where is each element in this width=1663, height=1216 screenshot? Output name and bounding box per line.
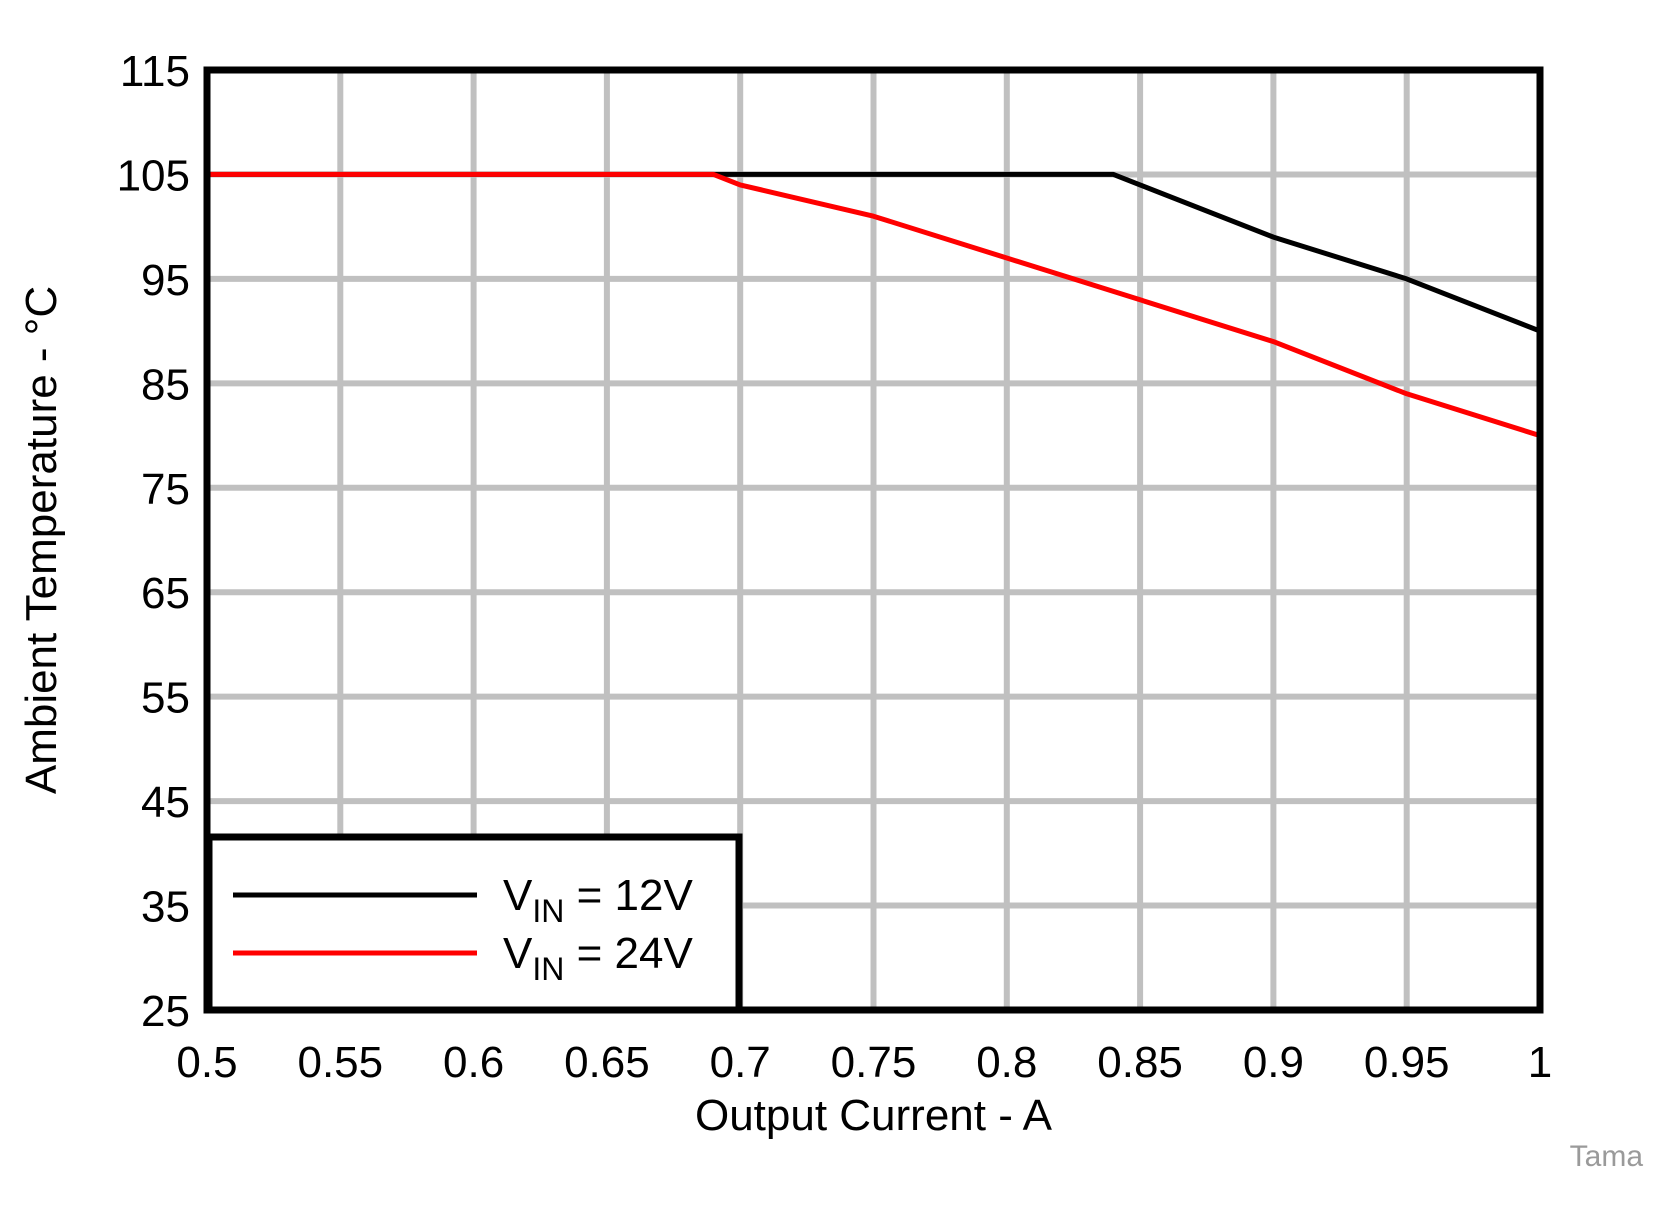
x-tick-label: 0.6 xyxy=(443,1038,504,1087)
legend-label-rest: = 12V xyxy=(564,871,693,920)
x-tick-label: 0.75 xyxy=(831,1038,917,1087)
legend-label-subscript: IN xyxy=(532,893,564,929)
y-tick-label: 55 xyxy=(141,674,190,723)
legend-label-subscript: IN xyxy=(532,951,564,987)
series-line-2 xyxy=(207,171,1541,438)
legend-label-main: V xyxy=(503,871,533,920)
legend-label-main: V xyxy=(503,929,533,978)
y-tick-label: 45 xyxy=(141,778,190,827)
series-lines xyxy=(207,171,1541,438)
y-tick-label: 65 xyxy=(141,569,190,618)
x-axis-label: Output Current - A xyxy=(695,1091,1053,1140)
x-tick-labels: 0.5 0.55 0.6 0.65 0.7 0.75 0.8 0.85 0.9 0.95 1 xyxy=(176,1038,1552,1087)
x-tick-label: 0.85 xyxy=(1097,1038,1183,1087)
legend-label-rest: = 24V xyxy=(564,929,693,978)
legend-box xyxy=(205,833,743,1014)
y-tick-label: 25 xyxy=(141,987,190,1036)
x-tick-label: 0.8 xyxy=(976,1038,1037,1087)
legend-label-2: VIN = 24V xyxy=(503,929,693,987)
y-tick-label: 105 xyxy=(117,151,190,200)
x-tick-label: 0.9 xyxy=(1243,1038,1304,1087)
x-tick-label: 0.5 xyxy=(176,1038,237,1087)
x-tick-label: 1 xyxy=(1528,1038,1552,1087)
y-tick-label: 75 xyxy=(141,465,190,514)
y-tick-labels: 25 35 45 55 65 75 85 95 105 115 xyxy=(117,47,190,1036)
x-tick-label: 0.55 xyxy=(297,1038,383,1087)
x-tick-label: 0.65 xyxy=(564,1038,650,1087)
x-tick-label: 0.7 xyxy=(710,1038,771,1087)
y-tick-label: 95 xyxy=(141,256,190,305)
y-tick-label: 115 xyxy=(120,47,190,96)
y-axis-label: Ambient Temperature - °C xyxy=(17,286,66,794)
plot-frame xyxy=(203,66,1544,1014)
x-tick-label: 0.95 xyxy=(1364,1038,1450,1087)
legend-label-1: VIN = 12V xyxy=(503,871,693,929)
y-tick-label: 35 xyxy=(141,883,190,932)
y-tick-label: 85 xyxy=(141,360,190,409)
credit-text: Tama xyxy=(1570,1140,1644,1173)
